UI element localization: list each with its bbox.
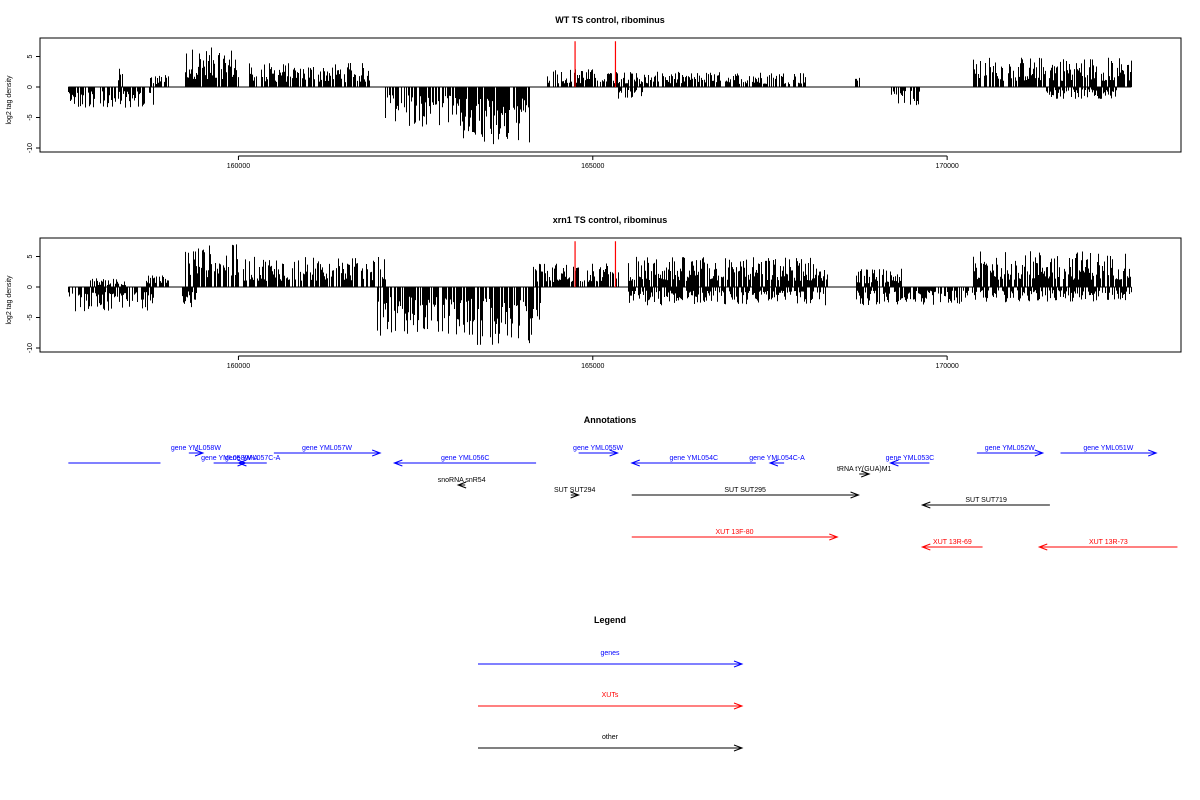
feature-arrowhead <box>570 491 581 499</box>
feature-label: gene YML057W <box>302 445 352 452</box>
coverage-bars <box>68 241 1132 345</box>
feature-arrowhead <box>768 459 779 467</box>
track-title: xrn1 TS control, ribominus <box>553 215 668 225</box>
feature-arrowhead <box>609 449 620 457</box>
coverage-bars <box>68 41 1132 145</box>
feature-label: XUT 13F-80 <box>716 529 754 536</box>
feature-arrowhead <box>1148 449 1158 457</box>
feature-label: gene YML058W-A <box>201 455 258 462</box>
feature-arrowhead <box>860 470 871 478</box>
feature-arrowhead <box>456 481 467 489</box>
feature-label: gene YML054C-A <box>749 455 805 462</box>
feature-label: gene YML055W <box>573 445 623 452</box>
x-tick-label: 160000 <box>227 363 250 370</box>
plot-frame <box>39 237 1182 353</box>
legend-title: Legend <box>594 615 626 625</box>
feature-label: gene YML056C <box>441 455 490 462</box>
x-tick-label: 160000 <box>227 163 250 170</box>
x-axis: 160000 165000 170000 <box>227 355 959 370</box>
y-axis-label: log2 tag density <box>6 75 13 125</box>
feature-arrowhead <box>889 459 899 467</box>
track-xrn1: xrn1 TS control, ribominus log2 tag dens… <box>6 215 1182 370</box>
feature-label: XUT 13R-69 <box>933 539 972 546</box>
y-tick-label: 5 <box>27 254 34 258</box>
y-tick-label: -5 <box>27 114 34 120</box>
feature-arrowhead <box>392 459 403 467</box>
y-axis: 5 0 -5 -10 <box>27 254 41 353</box>
feature-arrowhead <box>371 449 382 457</box>
track-title: WT TS control, ribominus <box>555 15 665 25</box>
legend-label: other <box>602 734 619 741</box>
track-wt: WT TS control, ribominus log2 tag densit… <box>6 15 1182 170</box>
legend-label: genes <box>600 650 620 657</box>
y-tick-label: 0 <box>27 285 34 289</box>
x-axis: 160000 165000 170000 <box>227 155 959 170</box>
feature-arrowhead <box>194 449 205 457</box>
feature-arrowhead <box>829 533 839 541</box>
y-tick-label: -10 <box>27 343 34 353</box>
legend-arrowhead <box>733 702 744 710</box>
feature-label: XUT 13R-73 <box>1089 539 1128 546</box>
feature-label: gene YML054C <box>670 455 719 462</box>
y-tick-label: 0 <box>27 85 34 89</box>
y-tick-label: -10 <box>27 143 34 153</box>
feature-arrowhead <box>1037 543 1048 551</box>
feature-label: gene YML052W <box>985 445 1035 452</box>
feature-label: SUT SUT294 <box>554 487 596 494</box>
feature-label: gene YML053C <box>886 455 935 462</box>
feature-label: SUT SUT295 <box>724 487 766 494</box>
y-axis: 5 0 -5 -10 <box>27 54 41 153</box>
y-tick-label: -5 <box>27 314 34 320</box>
feature-label: gene YML057C-A <box>225 455 281 462</box>
x-tick-label: 170000 <box>935 363 958 370</box>
feature-label: gene YML058W <box>171 445 221 452</box>
feature-label: SUT SUT719 <box>965 497 1007 504</box>
feature-arrowhead <box>1034 449 1045 457</box>
feature-arrowhead <box>920 543 931 551</box>
y-tick-label: 5 <box>27 54 34 58</box>
x-tick-label: 165000 <box>581 163 604 170</box>
x-tick-label: 170000 <box>935 163 958 170</box>
feature-label: snoRNA snR54 <box>438 477 486 484</box>
legend: genes XUTs other <box>478 650 744 752</box>
feature-arrowhead <box>850 491 860 499</box>
y-axis-label: log2 tag density <box>6 275 13 325</box>
feature-arrowhead <box>920 501 931 509</box>
legend-label: XUTs <box>602 692 619 699</box>
legend-arrowhead <box>733 660 744 668</box>
feature-label: gene YML051W <box>1083 445 1133 452</box>
feature-arrowhead <box>237 459 247 467</box>
legend-arrowhead <box>733 744 744 752</box>
x-tick-label: 165000 <box>581 363 604 370</box>
feature-label: tRNA tY(GUA)M1 <box>837 466 892 473</box>
annotations-title: Annotations <box>584 415 637 425</box>
feature-arrowhead <box>630 459 640 467</box>
